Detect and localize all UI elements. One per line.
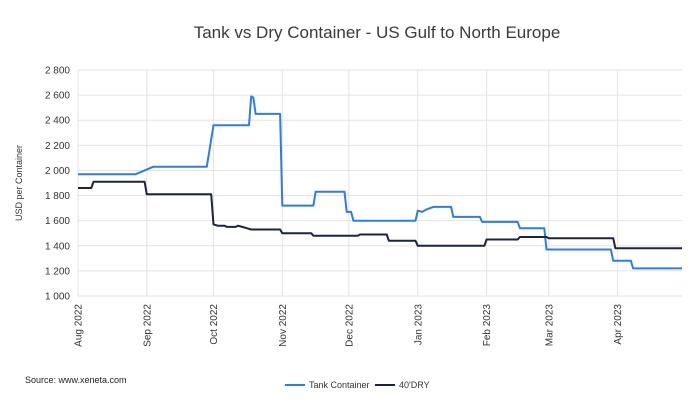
y-tick-label: 1 600 <box>45 216 70 227</box>
chart-title: Tank vs Dry Container - US Gulf to North… <box>194 23 561 42</box>
y-tick-label: 2 200 <box>45 141 70 152</box>
x-tick-label: Oct 2022 <box>209 304 220 345</box>
x-ticks: Aug 2022 Sep 2022 Oct 2022 Nov 2022 Dec 2022… <box>74 304 625 347</box>
x-tick-label: Dec 2022 <box>344 304 355 347</box>
x-tick-label: Aug 2022 <box>74 304 85 347</box>
y-axis-label: USD per Container <box>14 145 24 221</box>
y-tick-label: 2 000 <box>45 166 70 177</box>
source-note: Source: www.xeneta.com <box>25 375 127 385</box>
x-tick-label: Sep 2022 <box>142 304 153 347</box>
x-tick-label: Apr 2023 <box>613 304 624 345</box>
x-tick-label: Mar 2023 <box>544 304 555 347</box>
y-tick-label: 2 800 <box>45 66 70 77</box>
legend: Tank Container 40'DRY <box>285 380 430 390</box>
series-lines <box>78 95 682 270</box>
y-tick-label: 1 000 <box>45 292 70 303</box>
y-tick-label: 1 200 <box>45 266 70 277</box>
series-line-40-dry <box>78 180 682 250</box>
y-tick-label: 2 600 <box>45 91 70 102</box>
y-tick-label: 1 400 <box>45 241 70 252</box>
y-tick-label: 1 800 <box>45 191 70 202</box>
x-tick-label: Jan 2023 <box>413 304 424 346</box>
legend-label: 40'DRY <box>399 380 430 390</box>
y-tick-label: 2 400 <box>45 116 70 127</box>
series-line-tank-container <box>78 95 682 270</box>
y-ticks: 1 000 1 200 1 400 1 600 1 800 2 000 2 200 2 400… <box>45 66 70 303</box>
grid <box>77 69 682 297</box>
x-tick-label: Feb 2023 <box>482 304 493 347</box>
legend-label: Tank Container <box>309 380 370 390</box>
x-tick-label: Nov 2022 <box>278 304 289 347</box>
